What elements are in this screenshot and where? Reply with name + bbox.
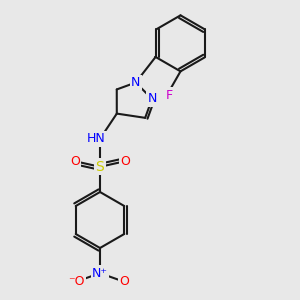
Text: S: S — [96, 160, 104, 174]
Text: O: O — [70, 155, 80, 168]
Text: N: N — [147, 92, 157, 105]
Text: N: N — [131, 76, 140, 89]
Text: O: O — [120, 155, 130, 168]
Text: ⁻O: ⁻O — [68, 275, 85, 288]
Text: N⁺: N⁺ — [92, 267, 108, 280]
Text: HN: HN — [87, 132, 105, 145]
Text: F: F — [166, 88, 173, 102]
Text: O: O — [119, 275, 129, 288]
